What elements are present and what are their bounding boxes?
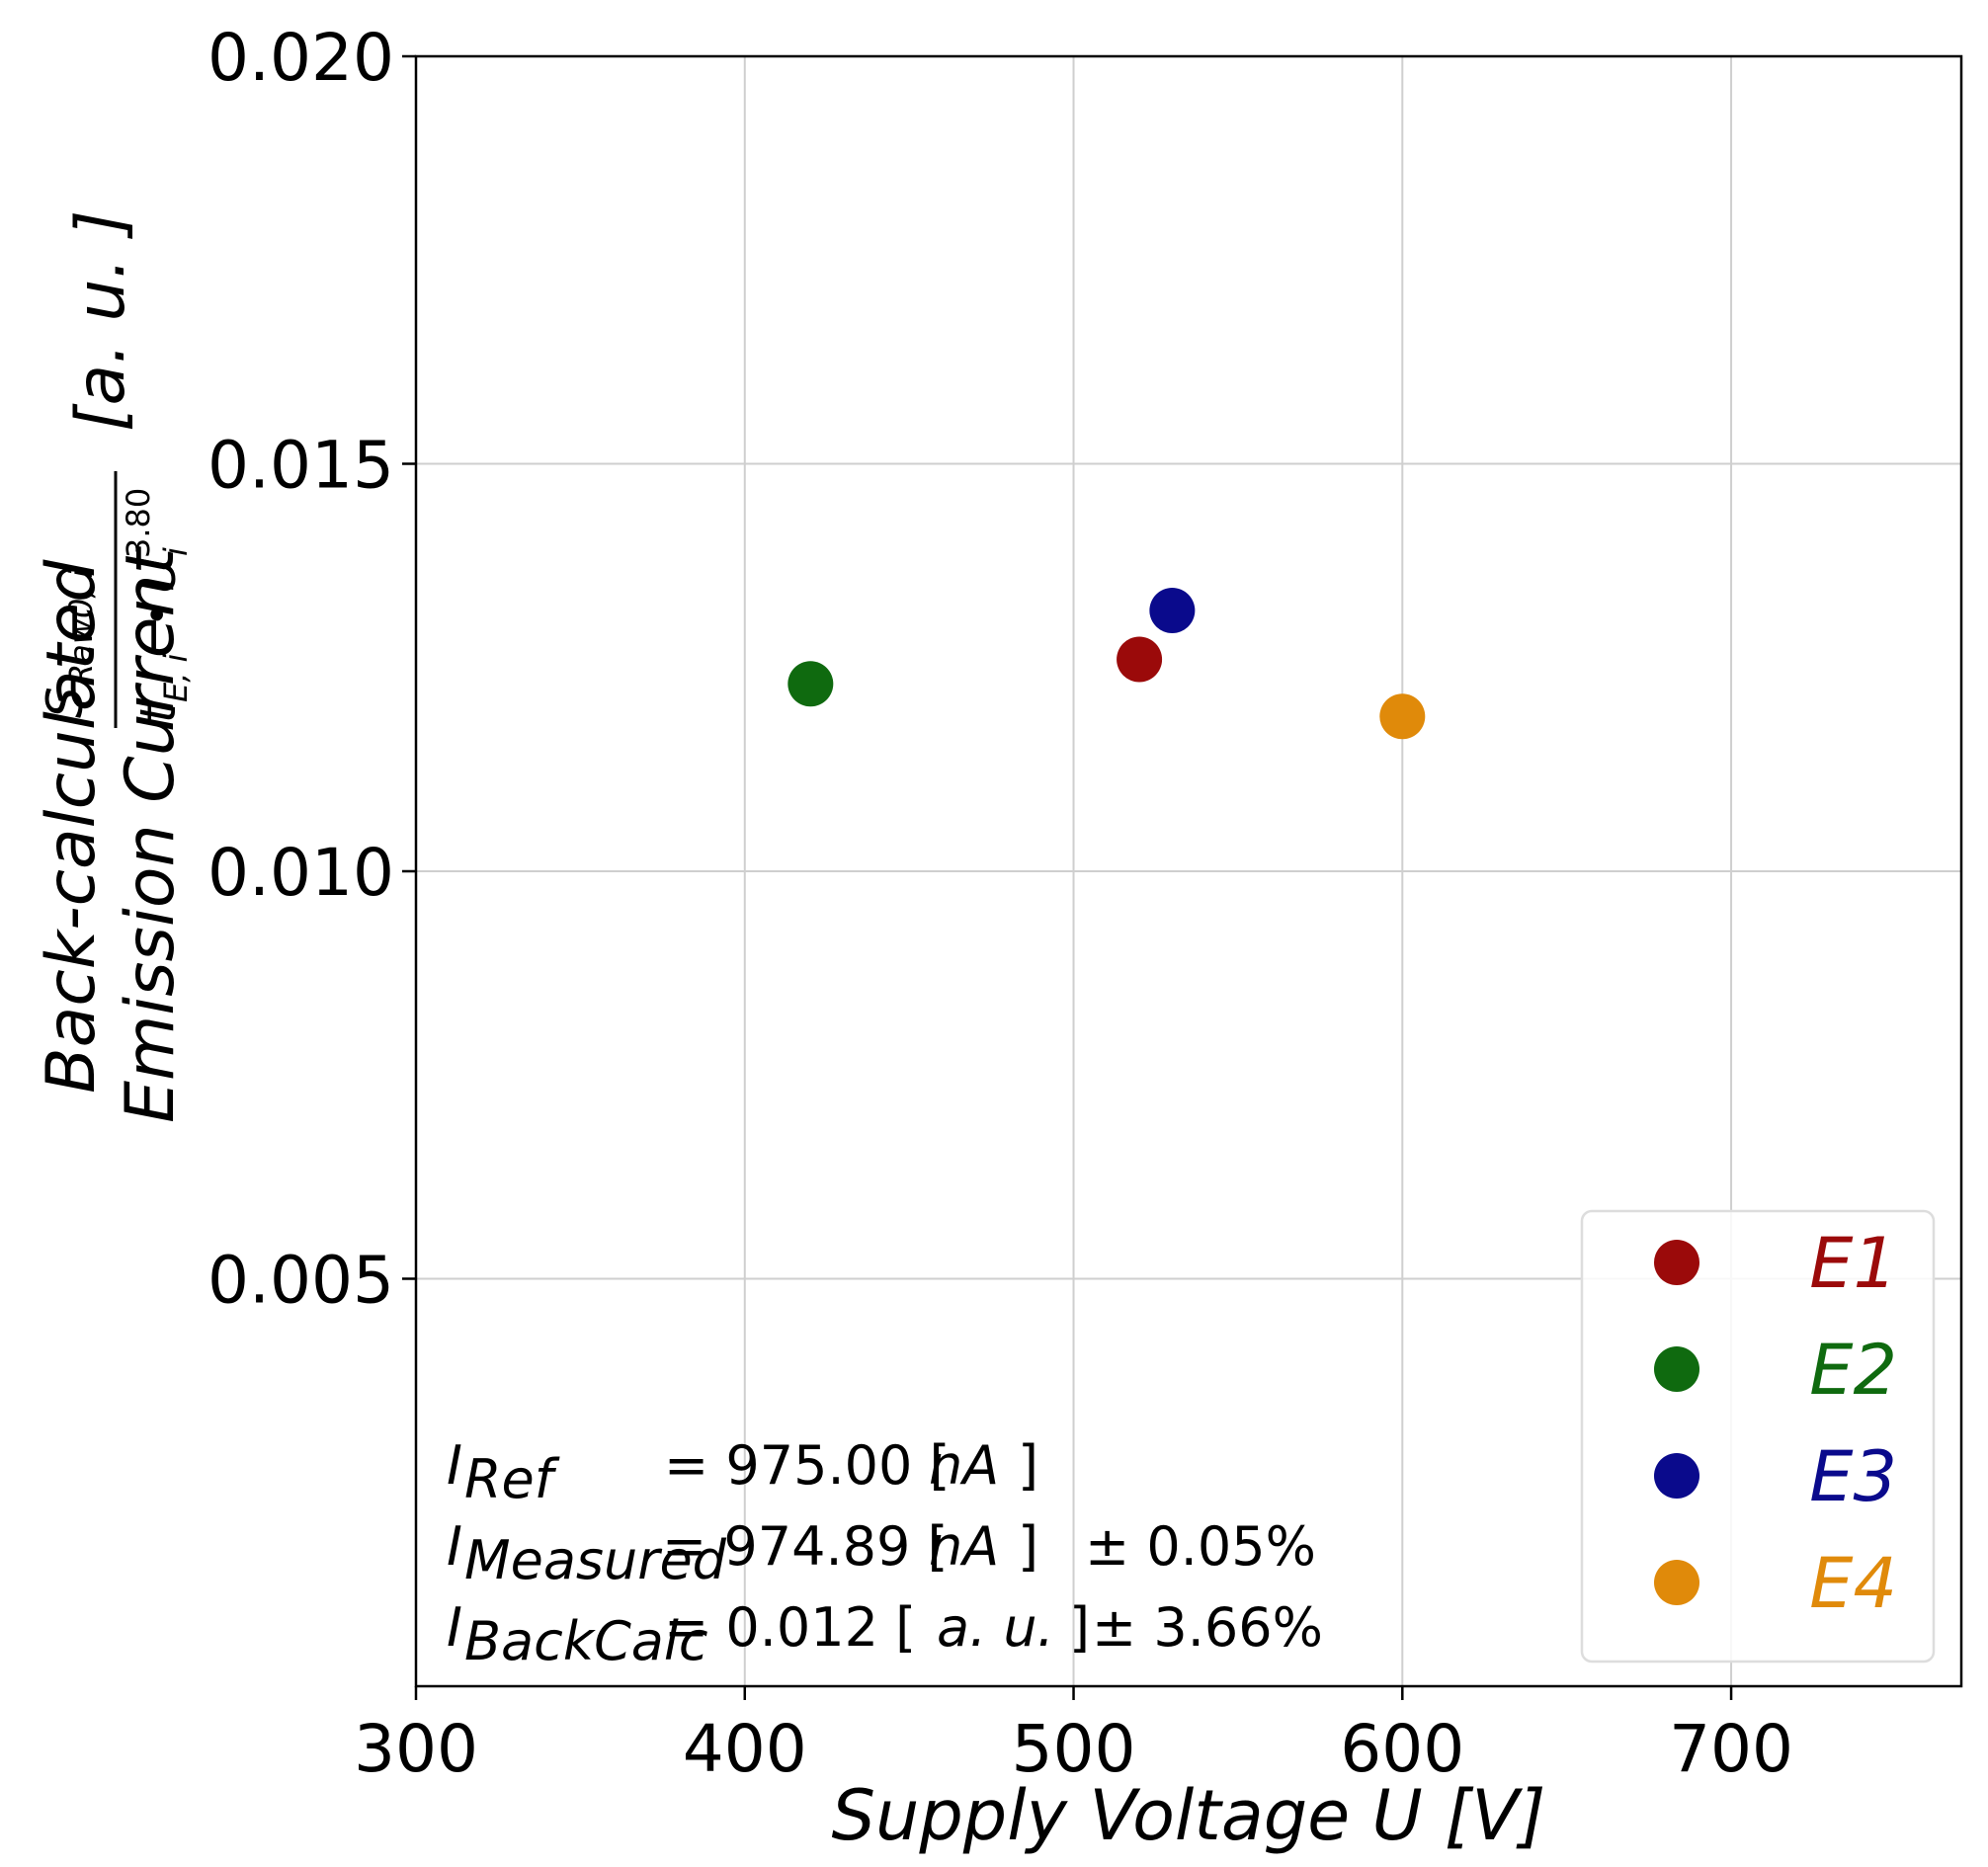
y-axis-ticks: 0.005 0.010 0.015 0.020 — [207, 20, 416, 1319]
annotation-symbol: I — [447, 1515, 462, 1578]
data-points — [787, 588, 1426, 740]
y-fraction-numerator-sub: Raw0, i — [62, 569, 100, 686]
y-fraction-U: U — [129, 557, 187, 594]
annotation-subscript: Ref — [464, 1448, 560, 1510]
annotation-block: I Ref = 975.00 [nA]I Measured= 974.89 [nA] ±… — [447, 1434, 1323, 1672]
y-fraction-denominator: t — [129, 701, 187, 723]
point-e2 — [787, 661, 834, 707]
annotation-value: = 975.00 [ — [664, 1434, 951, 1497]
annotation-unit: a. u. — [937, 1596, 1054, 1659]
y-tick-label: 0.010 — [207, 835, 394, 911]
legend-label-e3: E3 — [1809, 1436, 1897, 1517]
annotation-unit-close: ] — [1069, 1596, 1090, 1659]
annotation-uncertainty: ± 3.66% — [1092, 1596, 1323, 1659]
annotation-symbol: I — [447, 1596, 462, 1659]
legend-label-e2: E2 — [1809, 1330, 1897, 1411]
y-axis-unit: [a. u. ] — [62, 210, 140, 432]
annotation-subscript: BackCalc — [464, 1610, 708, 1672]
legend: E1 E2 E3 E4 — [1580, 1209, 1936, 1664]
x-tick-label: 500 — [1012, 1711, 1136, 1787]
legend-label-e4: E4 — [1809, 1543, 1897, 1624]
annotation-value: = 974.89 [ — [662, 1515, 949, 1578]
legend-label-e1: E1 — [1809, 1223, 1897, 1304]
legend-marker-e1 — [1654, 1240, 1699, 1285]
legend-marker-e4 — [1654, 1560, 1699, 1605]
point-e1 — [1117, 636, 1163, 683]
annotation-subscript: Measured — [464, 1529, 727, 1591]
x-tick-label: 300 — [354, 1711, 478, 1787]
annotation-uncertainty: ± 0.05% — [1085, 1515, 1316, 1578]
y-fraction-U-sub: i — [157, 547, 195, 556]
point-e3 — [1149, 588, 1196, 633]
annotation-value: = 0.012 [ — [664, 1596, 916, 1659]
y-tick-label: 0.005 — [207, 1243, 394, 1319]
y-fraction-numerator: S — [37, 687, 94, 718]
y-axis-title: Back-calculated Emission Current S Raw0,… — [33, 210, 195, 1123]
y-axis-fraction: S Raw0, i t E, i • U i 3.80 — [37, 471, 195, 728]
annotation-unit-close: ] — [1018, 1434, 1038, 1497]
x-tick-label: 600 — [1340, 1711, 1464, 1787]
annotation-unit: nA — [929, 1515, 999, 1578]
y-fraction-U-sup: 3.80 — [120, 488, 157, 558]
legend-marker-e2 — [1654, 1346, 1699, 1392]
annotation-symbol: I — [447, 1434, 462, 1497]
y-axis-title-line2: Emission Current — [112, 545, 190, 1123]
legend-frame — [1580, 1209, 1936, 1664]
x-tick-label: 700 — [1669, 1711, 1793, 1787]
y-tick-label: 0.015 — [207, 428, 394, 504]
annotation-unit: nA — [929, 1434, 999, 1497]
x-tick-label: 400 — [683, 1711, 807, 1787]
y-tick-label: 0.020 — [207, 20, 394, 96]
annotation-unit-close: ] — [1018, 1515, 1038, 1578]
x-axis-title: Supply Voltage U [V] — [832, 1775, 1546, 1856]
point-e4 — [1379, 693, 1426, 740]
y-fraction-bullet: • — [133, 602, 184, 627]
x-axis-ticks: 300 400 500 600 700 — [354, 1686, 1793, 1787]
y-axis-title-line1: Back-calculated — [33, 559, 111, 1094]
legend-marker-e3 — [1654, 1453, 1699, 1499]
y-fraction-denominator-sub: E, i — [157, 653, 195, 702]
